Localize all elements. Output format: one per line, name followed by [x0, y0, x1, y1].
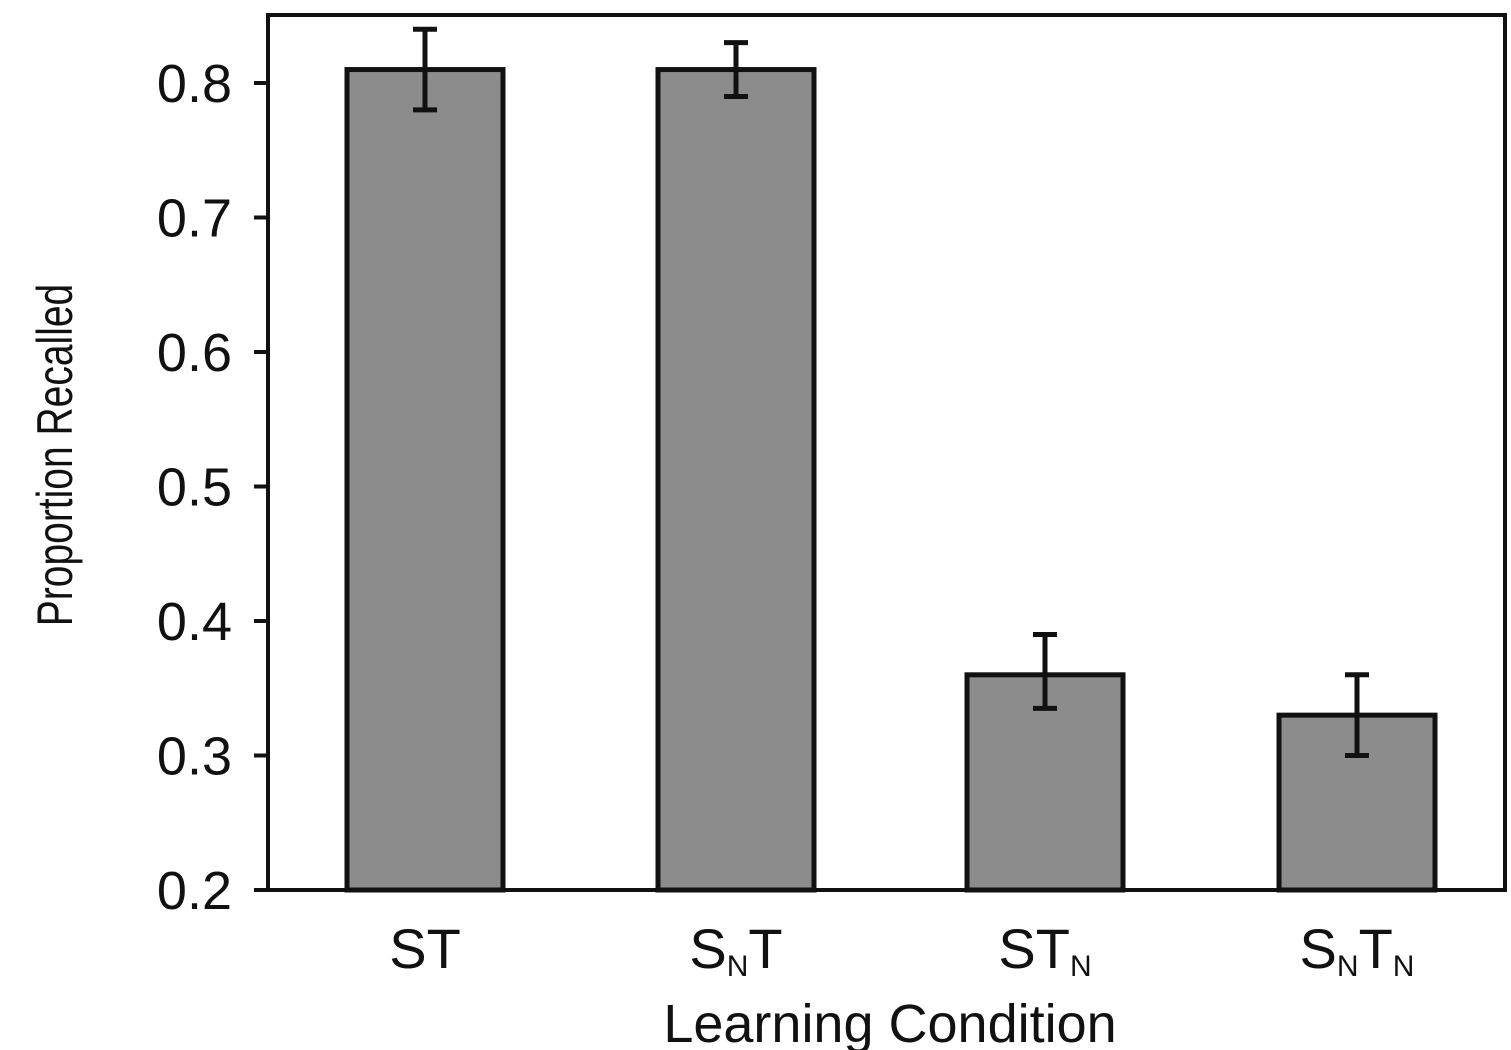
- x-category-label: ST: [389, 917, 461, 980]
- bar-st: [344, 67, 506, 893]
- plot-area: [266, 13, 1507, 893]
- y-tick-label: 0.7: [157, 189, 232, 249]
- y-tick-label: 0.2: [157, 861, 232, 921]
- y-tick-label: 0.6: [157, 323, 232, 383]
- plot-frame: [266, 13, 1507, 892]
- x-category-label: SNTN: [1300, 917, 1415, 983]
- y-axis-ticks: 0.2 0.3 0.4 0.5 0.6 0.7 0.8: [157, 54, 268, 921]
- x-category-label: STN: [998, 917, 1091, 983]
- error-bar-stn: [1033, 631, 1057, 711]
- error-bar-sntn: [1345, 672, 1369, 758]
- y-axis-title: Proportion Recalled: [26, 284, 83, 626]
- y-tick-label: 0.4: [157, 592, 232, 652]
- x-category-label: SNT: [689, 917, 782, 983]
- error-bar-st: [413, 26, 437, 113]
- x-axis-title: Learning Condition: [663, 994, 1116, 1050]
- x-axis-category-labels: ST SNT STN SNTN: [389, 917, 1414, 983]
- y-tick-label: 0.8: [157, 54, 232, 114]
- error-bar-snt: [724, 40, 748, 99]
- y-tick-label: 0.5: [157, 458, 232, 518]
- y-tick-label: 0.3: [157, 727, 232, 787]
- bar-snt: [655, 67, 817, 893]
